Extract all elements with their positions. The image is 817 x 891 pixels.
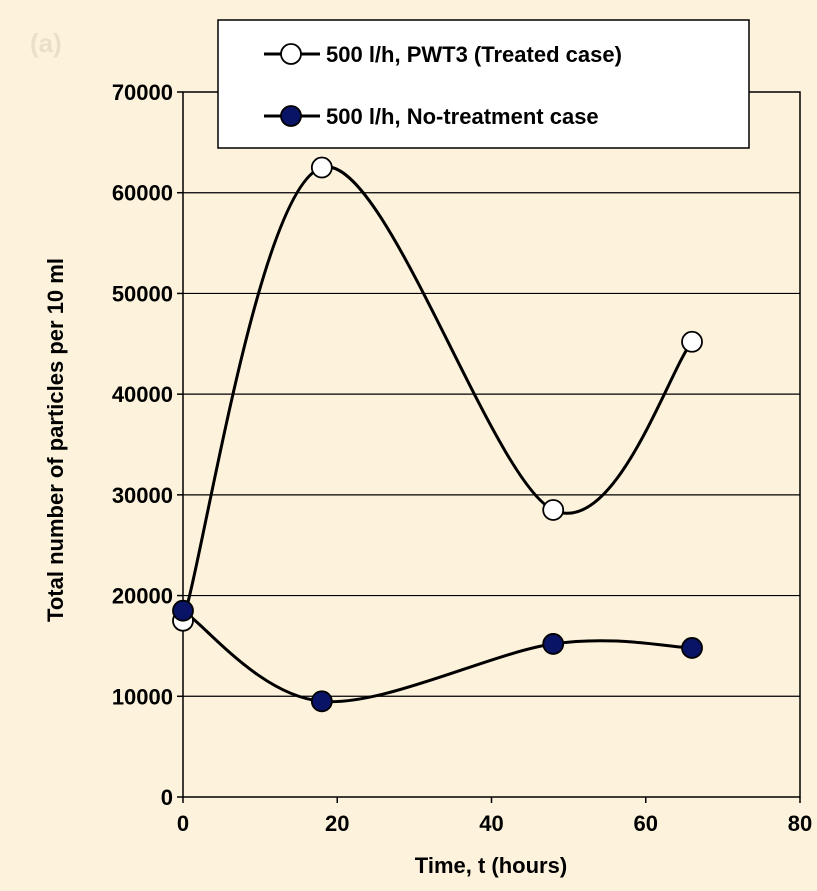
legend-marker xyxy=(280,105,302,127)
series-2-point xyxy=(172,599,194,622)
y-tick-label: 60000 xyxy=(112,181,173,206)
legend-marker xyxy=(280,43,302,65)
x-tick-label: 80 xyxy=(788,811,812,836)
y-tick-label: 70000 xyxy=(112,80,173,105)
x-axis-label: Time, t (hours) xyxy=(415,853,567,878)
x-tick-label: 0 xyxy=(177,811,189,836)
panel-label: (a) xyxy=(30,28,62,58)
y-tick-label: 50000 xyxy=(112,281,173,306)
legend-label: 500 l/h, No-treatment case xyxy=(326,104,599,129)
series-1-point xyxy=(681,330,703,353)
y-tick-label: 20000 xyxy=(112,584,173,609)
y-tick-label: 30000 xyxy=(112,483,173,508)
series-line-2 xyxy=(182,609,693,704)
series-2-point xyxy=(681,637,703,659)
plot-area-frame xyxy=(182,91,801,798)
x-tick-label: 40 xyxy=(479,811,503,836)
y-tick-label: 10000 xyxy=(112,684,173,709)
x-tick-label: 20 xyxy=(325,811,349,836)
legend-label: 500 l/h, PWT3 (Treated case) xyxy=(326,42,622,67)
legend-box xyxy=(217,19,750,149)
series-1-point xyxy=(310,156,333,179)
series-1-point xyxy=(542,499,565,521)
series-line-1 xyxy=(181,165,694,622)
series-2-point xyxy=(542,633,565,655)
y-tick-label: 40000 xyxy=(112,382,173,407)
series-2-point xyxy=(310,690,333,713)
y-axis-label: Total number of particles per 10 ml xyxy=(43,258,68,622)
y-tick-label: 0 xyxy=(161,785,173,810)
x-tick-label: 60 xyxy=(634,811,658,836)
